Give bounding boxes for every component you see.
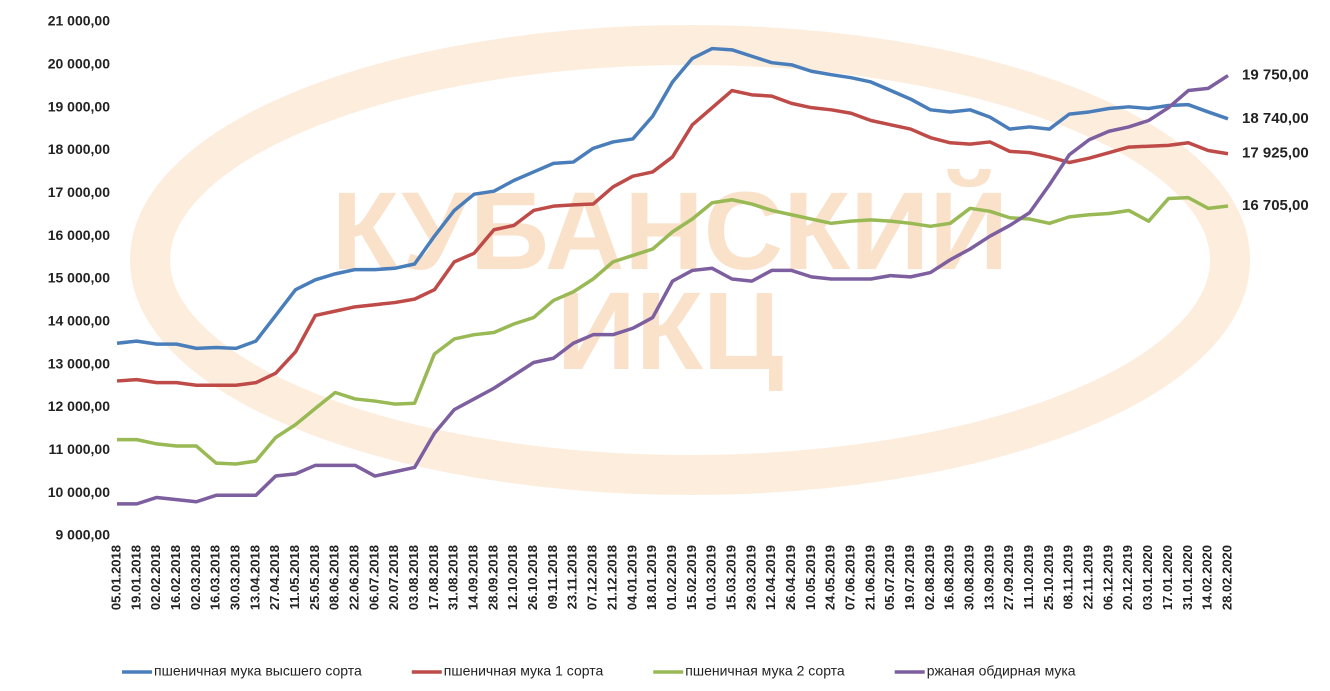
x-tick-label: 28.09.2018 (485, 545, 500, 610)
x-tick-label: 27.04.2018 (267, 545, 282, 610)
value-label: 17 925,00 (1242, 145, 1309, 162)
series-line (116, 46, 1229, 351)
x-tick-label: 25.10.2019 (1041, 545, 1056, 610)
watermark-ring (130, 25, 1250, 495)
x-tick-label: 11.10.2019 (1021, 545, 1036, 609)
x-tick-label: 20.07.2018 (386, 545, 401, 610)
x-tick-label: 12.10.2018 (505, 545, 520, 610)
x-tick-label: 17.01.2020 (1160, 545, 1175, 610)
x-tick-label: 07.12.2018 (585, 545, 600, 610)
x-tick-label: 04.01.2019 (624, 545, 639, 610)
y-tick-label: 13 000,00 (48, 355, 110, 371)
y-tick-label: 14 000,00 (48, 313, 110, 329)
legend-label: пшеничная мука 2 сорта (685, 663, 845, 679)
series-line (117, 195, 1229, 466)
x-tick-label: 01.03.2019 (704, 545, 719, 610)
x-tick-label: 28.02.2020 (1219, 545, 1234, 610)
x-tick-label: 06.12.2019 (1100, 545, 1115, 610)
x-tick-label: 20.12.2019 (1120, 545, 1135, 610)
x-tick-label: 31.08.2018 (446, 545, 461, 610)
y-tick-label: 19 000,00 (48, 98, 110, 114)
x-tick-label: 13.04.2018 (247, 545, 262, 610)
watermark-text: КУБАНСКИЙ (332, 169, 1009, 293)
x-tick-label: 21.06.2019 (862, 545, 877, 610)
x-tick-label: 18.01.2019 (644, 545, 659, 610)
x-tick-label: 09.11.2018 (545, 545, 560, 609)
series-line (116, 88, 1229, 387)
x-tick-label: 10.05.2019 (803, 545, 818, 610)
x-tick-label: 25.05.2018 (307, 545, 322, 610)
x-tick-label: 14.09.2018 (466, 545, 481, 610)
x-tick-label: 08.06.2018 (327, 545, 342, 610)
series-line (117, 74, 1229, 506)
x-tick-label: 11.05.2018 (287, 545, 302, 609)
x-tick-label: 13.09.2019 (981, 545, 996, 610)
x-tick-label: 29.03.2019 (743, 545, 758, 610)
x-tick-label: 19.01.2018 (128, 545, 143, 610)
y-tick-label: 10 000,00 (48, 484, 110, 500)
x-tick-label: 05.07.2019 (882, 545, 897, 610)
y-tick-label: 16 000,00 (48, 227, 110, 243)
x-tick-label: 03.01.2020 (1140, 545, 1155, 610)
y-tick-label: 21 000,00 (48, 13, 110, 29)
x-tick-label: 01.02.2019 (664, 545, 679, 610)
x-tick-label: 02.08.2019 (922, 545, 937, 610)
y-tick-label: 20 000,00 (48, 56, 110, 72)
x-tick-label: 05.01.2018 (108, 545, 123, 610)
x-tick-label: 03.08.2018 (406, 545, 421, 610)
y-tick-label: 11 000,00 (48, 441, 110, 457)
x-tick-label: 06.07.2018 (366, 545, 381, 610)
x-tick-label: 16.08.2019 (942, 545, 957, 610)
legend-label: пшеничная мука 1 сорта (444, 663, 604, 679)
x-tick-label: 16.02.2018 (168, 545, 183, 610)
x-tick-label: 21.12.2018 (604, 545, 619, 610)
x-tick-label: 14.02.2020 (1200, 545, 1215, 610)
value-label: 16 705,00 (1242, 197, 1309, 214)
value-label: 19 750,00 (1242, 67, 1309, 84)
x-tick-label: 30.03.2018 (227, 545, 242, 610)
x-tick-label: 31.01.2020 (1180, 545, 1195, 610)
value-label: 18 740,00 (1242, 110, 1309, 127)
x-tick-label: 22.06.2018 (347, 545, 362, 610)
x-tick-label: 02.02.2018 (148, 545, 163, 610)
x-tick-label: 26.04.2019 (783, 545, 798, 610)
x-tick-label: 08.11.2019 (1061, 545, 1076, 609)
x-tick-label: 27.09.2019 (1001, 545, 1016, 610)
legend-label: ржаная обдирная мука (927, 663, 1076, 679)
x-tick-label: 12.04.2019 (763, 545, 778, 610)
x-tick-label: 30.08.2019 (962, 545, 977, 610)
legend-label: пшеничная мука высшего сорта (154, 663, 362, 679)
x-tick-label: 02.03.2018 (188, 545, 203, 610)
x-tick-label: 19.07.2019 (902, 545, 917, 610)
y-tick-label: 15 000,00 (48, 270, 110, 286)
x-tick-label: 16.03.2018 (208, 545, 223, 610)
x-tick-label: 07.06.2019 (842, 545, 857, 610)
y-tick-label: 12 000,00 (48, 398, 110, 414)
y-tick-label: 9 000,00 (56, 527, 111, 543)
x-tick-label: 26.10.2018 (525, 545, 540, 610)
x-tick-label: 23.11.2018 (565, 545, 580, 609)
x-tick-label: 15.02.2019 (684, 545, 699, 610)
y-tick-label: 18 000,00 (48, 141, 110, 157)
x-tick-label: 15.03.2019 (723, 545, 738, 610)
x-tick-label: 17.08.2018 (426, 545, 441, 610)
x-tick-label: 24.05.2019 (823, 545, 838, 610)
y-tick-label: 17 000,00 (48, 184, 110, 200)
x-tick-label: 22.11.2019 (1081, 545, 1096, 609)
watermark-text: ИКЦ (557, 270, 784, 393)
